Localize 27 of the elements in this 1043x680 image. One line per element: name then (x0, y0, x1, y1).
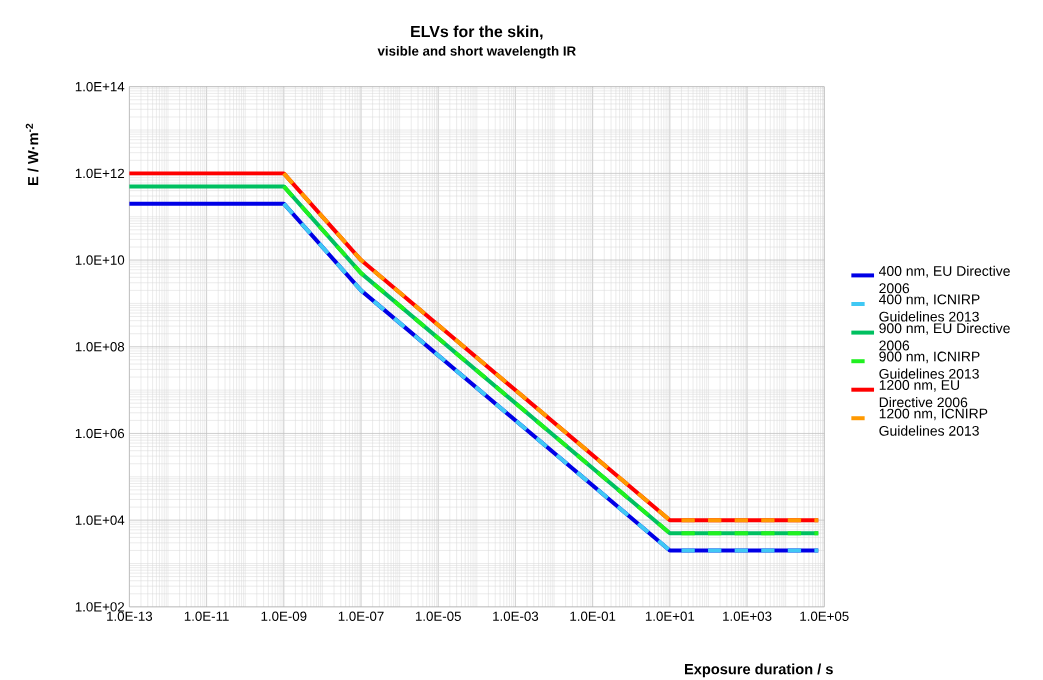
x-tick-label: 1.0E+03 (723, 611, 772, 621)
y-tick-label: 1.0E+10 (75, 255, 125, 265)
legend-label: 400 nm, ICNIRP Guidelines 2013 (878, 294, 980, 322)
legend-label: 1200 nm, EU Directive 2006 (879, 380, 968, 408)
chart-title: ELVs for the skin, (411, 25, 543, 40)
x-tick-label: 1.0E-13 (107, 611, 153, 621)
x-tick-label: 1.0E-01 (570, 611, 616, 621)
y-tick-label: 1.0E+06 (75, 428, 125, 439)
legend-label: 400 nm, EU Directive 2006 (878, 265, 1010, 294)
y-tick-label: 1.0E+02 (75, 602, 125, 612)
x-tick-label: 1.0E-07 (338, 611, 384, 621)
x-tick-label: 1.0E-11 (184, 611, 229, 621)
chart-subtitle: visible and short wavelength IR (377, 45, 576, 59)
x-axis-title: Exposure duration / s (685, 663, 833, 678)
x-tick-label: 1.0E+01 (645, 611, 695, 621)
x-tick-label: 1.0E+05 (800, 611, 849, 621)
legend-label: 900 nm, EU Directive 2006 (879, 322, 1010, 351)
y-tick-label: 1.0E+04 (75, 515, 125, 525)
y-tick-label: 1.0E+14 (75, 81, 125, 92)
y-tick-label: 1.0E+12 (75, 168, 125, 178)
y-axis-title: E / W·m$^{-2}$ (25, 123, 39, 185)
x-tick-label: 1.0E-03 (493, 611, 539, 621)
x-tick-label: 1.0E-09 (261, 611, 307, 621)
x-tick-label: 1.0E-05 (415, 611, 461, 621)
legend-label: 1200 nm, ICNIRP Guidelines 2013 (879, 408, 988, 436)
legend-label: 900 nm, ICNIRP Guidelines 2013 (879, 351, 980, 379)
y-tick-label: 1.0E+08 (75, 341, 125, 352)
